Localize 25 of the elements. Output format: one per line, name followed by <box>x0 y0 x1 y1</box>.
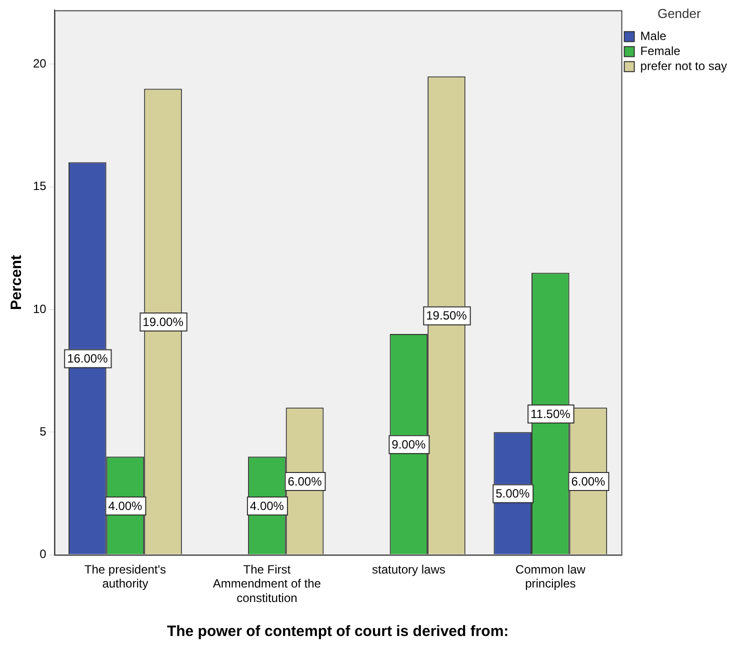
x-tick-label: Common law principles <box>515 562 586 591</box>
data-label: 19.50% <box>426 308 468 323</box>
y-tick-label: 5 <box>40 424 47 438</box>
x-tick-label: The First Ammendment of the constitution <box>212 562 322 606</box>
legend-label: prefer not to say <box>640 58 728 73</box>
x-tick-label: The president's authority <box>84 562 166 591</box>
legend-title: Gender <box>657 6 702 22</box>
data-label: 16.00% <box>67 352 108 366</box>
y-tick-label: 10 <box>32 302 47 316</box>
y-tick-label: 20 <box>32 56 47 70</box>
y-tick-label: 15 <box>32 179 47 194</box>
data-label: 6.00% <box>288 474 322 488</box>
legend-label: Female <box>640 44 681 58</box>
x-axis-title: The power of contempt of court is derived from: <box>166 623 509 640</box>
x-tick-label: statutory laws <box>372 562 446 576</box>
data-label: 9.00% <box>392 437 426 452</box>
data-label: 4.00% <box>108 498 143 513</box>
y-tick-label: 0 <box>40 547 47 562</box>
data-label: 6.00% <box>571 474 606 488</box>
data-label: 4.00% <box>250 498 284 513</box>
y-axis-title: Percent <box>8 254 26 310</box>
data-label: 5.00% <box>496 486 530 501</box>
data-label: 11.50% <box>530 406 571 421</box>
data-label: 19.00% <box>142 314 184 329</box>
legend-label: Male <box>640 28 667 43</box>
